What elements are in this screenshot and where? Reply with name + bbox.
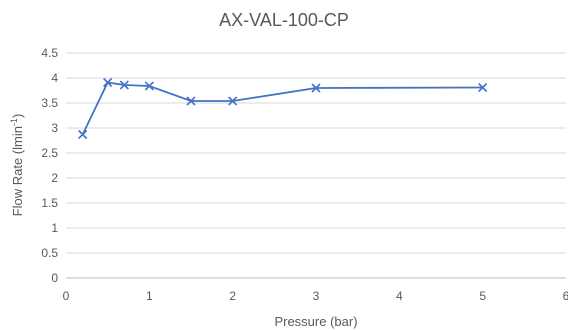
data-point-marker	[311, 83, 321, 93]
y-tick-label: 4.5	[41, 46, 58, 60]
y-tick-label: 0.5	[41, 246, 58, 260]
y-tick-label: 3.5	[41, 96, 58, 110]
y-tick-label: 1	[51, 221, 58, 235]
x-tick-label: 3	[313, 289, 320, 303]
y-axis-label-main: Flow Rate (lmin	[10, 126, 25, 216]
series-group	[78, 77, 488, 140]
y-axis-label-end: )	[10, 114, 25, 118]
y-axis-label: Flow Rate (lmin-1)	[9, 114, 25, 217]
data-point-marker	[144, 81, 154, 91]
y-tick-label: 1.5	[41, 196, 58, 210]
x-axis-label: Pressure (bar)	[274, 314, 357, 329]
x-tick-label: 1	[146, 289, 153, 303]
grid-lines	[66, 52, 566, 254]
y-axis-label-sup: -1	[9, 118, 19, 126]
x-tick-label: 2	[229, 289, 236, 303]
x-tick-labels: 0 1 2 3 4 5 6	[63, 289, 568, 303]
y-tick-label: 2	[51, 171, 58, 185]
x-tick-label: 0	[63, 289, 70, 303]
data-point-marker	[186, 96, 196, 106]
y-tick-label: 4	[51, 71, 58, 85]
y-tick-label: 3	[51, 121, 58, 135]
x-tick-label: 5	[479, 289, 486, 303]
y-tick-labels: 0 0.5 1 1.5 2 2.5 3 3.5 4 4.5	[41, 46, 58, 285]
data-point-marker	[119, 80, 129, 90]
data-point-marker	[478, 82, 488, 93]
x-tick-label: 4	[396, 289, 403, 303]
data-point-marker	[103, 77, 113, 88]
data-point-marker	[78, 129, 88, 140]
y-tick-label: 2.5	[41, 146, 58, 160]
chart-title: AX-VAL-100-CP	[219, 10, 349, 30]
y-tick-label: 0	[51, 271, 58, 285]
data-point-marker	[228, 96, 238, 106]
series-line	[81, 81, 483, 135]
x-tick-label: 6	[563, 289, 568, 303]
